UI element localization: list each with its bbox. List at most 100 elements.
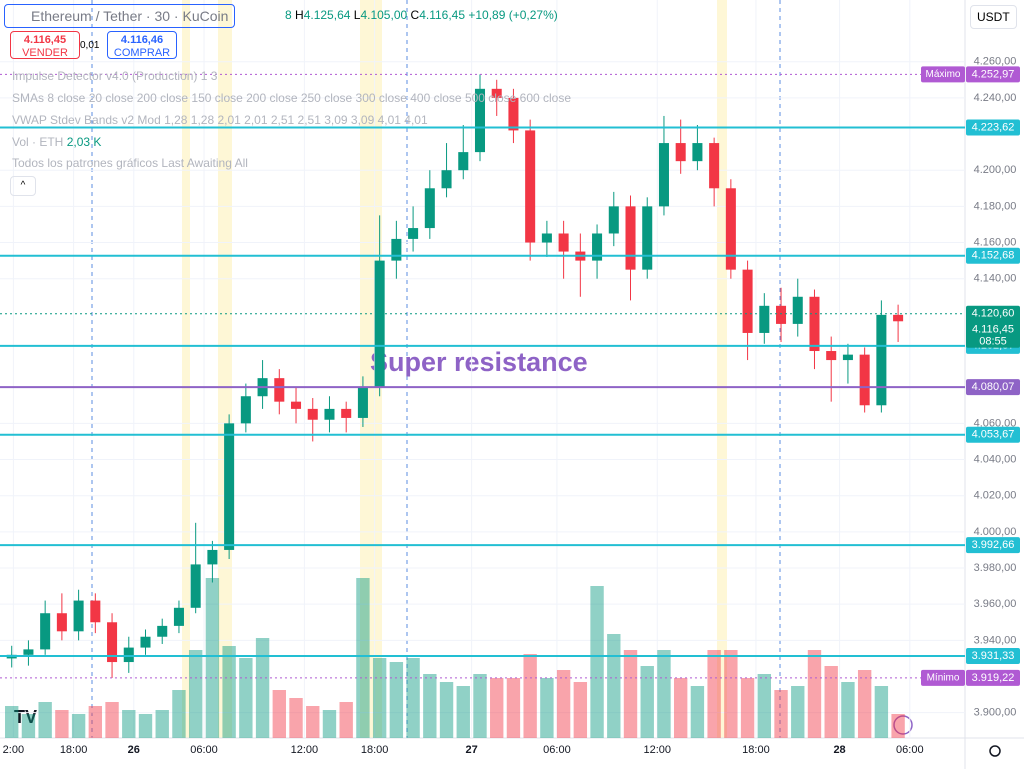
volume-bar <box>774 690 788 738</box>
level-label: 4.223,62 <box>972 121 1015 133</box>
session-band <box>218 0 232 738</box>
x-tick-label: 2:00 <box>3 744 24 756</box>
volume-bar <box>423 674 437 738</box>
volume-bar <box>222 646 236 738</box>
x-tick-label: 12:00 <box>644 744 672 756</box>
max-tag <box>966 66 1020 83</box>
indicator[interactable]: Impulse Detector v4.0 (Production) 1 3 <box>12 69 218 83</box>
sell-label: VENDER <box>22 47 68 59</box>
low-key: L <box>353 8 361 22</box>
volume-legend[interactable]: Vol · ETH 2,03 K <box>12 135 101 149</box>
indicator[interactable]: SMAs 8 close 20 close 200 close 150 clos… <box>12 91 572 105</box>
min-tag <box>966 669 1020 686</box>
volume-bar <box>71 714 86 738</box>
candle-body <box>558 233 569 252</box>
volume-bar <box>740 678 755 738</box>
volume-bar <box>607 634 621 738</box>
candle-body <box>592 233 603 261</box>
candle-body <box>424 188 435 229</box>
candle-body <box>107 622 118 663</box>
candle-body <box>224 423 235 550</box>
sell-button[interactable]: 4.116,45 VENDER <box>10 31 80 59</box>
currency[interactable]: USDT <box>970 5 1017 29</box>
volume-bar <box>339 702 353 738</box>
alert-icon[interactable] <box>893 715 913 735</box>
volume-bar <box>389 662 404 738</box>
indicator[interactable]: VWAP Stdev Bands v2 Mod 1,28 1,28 2,01 2… <box>12 113 428 127</box>
level-tag <box>966 379 1020 396</box>
volume-bar <box>623 650 638 738</box>
candle-body <box>725 188 736 270</box>
y-tick-label: 4.020,00 <box>974 490 1017 502</box>
close: 4.116,45 <box>419 8 466 22</box>
volume-bar <box>540 678 554 738</box>
candle-body <box>123 647 134 663</box>
spread: 0,01 <box>80 40 100 51</box>
x-tick-label: 12:00 <box>291 744 319 756</box>
candle-body <box>792 296 803 324</box>
volume-bar <box>807 650 822 738</box>
x-tick-label: 18:00 <box>361 744 389 756</box>
y-tick-label: 4.160,00 <box>974 236 1017 248</box>
current-tag <box>966 305 1020 348</box>
candle-body <box>441 170 452 189</box>
min-label: 3.919,22 <box>972 672 1015 684</box>
candle-body <box>307 408 318 420</box>
candle-body <box>274 378 285 402</box>
ohlc: 8 H4.125,64 L4.105,00 C4.116,45 +10,89 (… <box>285 8 558 22</box>
level-tag <box>966 537 1020 554</box>
x-tick-label: 28 <box>833 744 845 756</box>
candle-body <box>157 625 168 637</box>
volume-bar <box>640 666 654 738</box>
buy-button[interactable]: 4.116,46 COMPRAR <box>107 31 177 59</box>
candle-body <box>374 260 385 388</box>
volume-bar <box>255 638 270 738</box>
y-tick-label: 4.240,00 <box>974 92 1017 104</box>
candle-body <box>658 143 669 207</box>
settings-icon[interactable] <box>989 745 1001 757</box>
y-tick-label: 3.940,00 <box>974 634 1017 646</box>
volume-bar <box>172 690 186 738</box>
logo: TV <box>14 707 37 727</box>
volume-bar <box>824 666 838 738</box>
candle-body <box>140 636 151 648</box>
volume-bar <box>21 714 36 738</box>
volume-label: Vol · ETH <box>12 135 64 149</box>
volume-bar <box>439 682 454 738</box>
volume-bar <box>239 658 253 738</box>
candle-body <box>675 143 686 162</box>
level-tag <box>966 648 1020 665</box>
candle-body <box>826 351 837 361</box>
x-tick-label: 27 <box>466 744 478 756</box>
candle-body <box>642 206 653 270</box>
collapse-button[interactable]: ^ <box>10 176 36 196</box>
candle-body <box>458 152 469 171</box>
candle-body <box>90 600 101 623</box>
candle-body <box>541 233 552 243</box>
volume-bar <box>573 682 588 738</box>
level-label: 4.080,07 <box>972 381 1015 393</box>
volume-bar <box>590 586 604 738</box>
symbol[interactable]: Ethereum / Tether · 30 · KuCoin <box>4 4 236 28</box>
volume-bar <box>523 654 537 738</box>
y-tick-label: 4.040,00 <box>974 453 1017 465</box>
y-tick-label: 4.140,00 <box>974 273 1017 285</box>
annotation: Super resistance <box>370 347 588 377</box>
volume-bar <box>188 650 203 738</box>
candle-body <box>859 354 870 406</box>
candle-body <box>240 396 251 424</box>
candle-body <box>742 269 753 333</box>
volume-bar <box>707 650 721 738</box>
volume-bar <box>372 658 387 738</box>
min-name: Mínimo <box>927 673 960 684</box>
patterns[interactable]: Todos los patrones gráficos Last Awaitin… <box>12 156 248 170</box>
candle-body <box>291 401 302 409</box>
high-key: H <box>295 8 304 22</box>
volume-bar <box>38 702 52 738</box>
volume-bar <box>155 710 169 738</box>
sell-price: 4.116,45 <box>23 34 67 46</box>
volume-bar <box>122 710 136 738</box>
candle-body <box>190 564 201 608</box>
candle-body <box>842 354 853 361</box>
current-label: 4.120,60 <box>972 308 1015 320</box>
